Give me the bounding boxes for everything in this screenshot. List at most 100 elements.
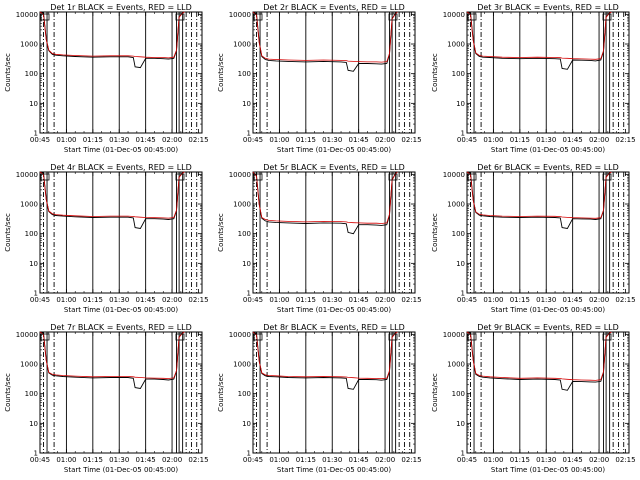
y-axis-label: Counts/sec bbox=[4, 53, 12, 92]
y-axis-label: Counts/sec bbox=[217, 373, 225, 412]
chart-panel: Det 2r BLACK = Events, RED = LLD Counts/s… bbox=[217, 3, 422, 154]
y-tick-label: 10 bbox=[242, 100, 251, 108]
saturation-marker bbox=[175, 333, 185, 341]
y-tick-label: 1000 bbox=[447, 41, 465, 49]
x-tick-label: 01:00 bbox=[269, 136, 289, 144]
x-tick-label: 02:00 bbox=[375, 456, 395, 464]
x-axis-label: Start Time (01-Dec-05 00:45:00) bbox=[64, 146, 178, 154]
chart-panel: Det 7r BLACK = Events, RED = LLD Counts/s… bbox=[4, 323, 209, 474]
plot-frame bbox=[39, 11, 203, 134]
y-tick-label: 10000 bbox=[16, 11, 38, 19]
chart-panel: Det 1r BLACK = Events, RED = LLD Counts/s… bbox=[4, 3, 209, 154]
x-axis-label: Start Time (01-Dec-05 00:45:00) bbox=[277, 466, 391, 474]
chart-title: Det 2r BLACK = Events, RED = LLD bbox=[263, 3, 405, 12]
y-tick-label: 10 bbox=[456, 260, 465, 268]
x-tick-label: 02:15 bbox=[401, 296, 421, 304]
y-tick-label: 10 bbox=[29, 420, 38, 428]
lld-series-line bbox=[252, 11, 398, 63]
x-tick-label: 01:15 bbox=[296, 136, 316, 144]
x-tick-label: 01:30 bbox=[322, 456, 342, 464]
x-axis-label: Start Time (01-Dec-05 00:45:00) bbox=[277, 146, 391, 154]
x-tick-label: 01:30 bbox=[322, 296, 342, 304]
x-tick-label: 00:45 bbox=[457, 456, 477, 464]
y-tick-label: 1 bbox=[34, 290, 38, 298]
x-tick-label: 00:45 bbox=[30, 296, 50, 304]
y-tick-label: 100 bbox=[452, 390, 465, 398]
events-series-line bbox=[39, 11, 185, 69]
x-tick-label: 00:45 bbox=[30, 456, 50, 464]
x-tick-label: 00:45 bbox=[243, 296, 263, 304]
saturation-marker bbox=[602, 13, 612, 21]
saturation-marker bbox=[467, 333, 477, 341]
x-tick-label: 02:15 bbox=[188, 136, 208, 144]
x-tick-label: 01:45 bbox=[563, 456, 583, 464]
x-tick-label: 00:45 bbox=[243, 456, 263, 464]
y-tick-label: 10 bbox=[456, 420, 465, 428]
y-tick-label: 1 bbox=[34, 130, 38, 138]
events-series-line bbox=[466, 331, 612, 391]
plot-frame bbox=[466, 331, 630, 454]
events-series-line bbox=[39, 331, 185, 389]
plot-frame bbox=[466, 171, 630, 294]
y-tick-label: 10 bbox=[29, 100, 38, 108]
chart-panel: Det 3r BLACK = Events, RED = LLD Counts/s… bbox=[431, 3, 636, 154]
y-tick-label: 1000 bbox=[233, 361, 251, 369]
x-tick-label: 01:45 bbox=[349, 296, 369, 304]
x-axis-label: Start Time (01-Dec-05 00:45:00) bbox=[64, 306, 178, 314]
saturation-marker bbox=[602, 173, 612, 181]
x-tick-label: 01:00 bbox=[56, 136, 76, 144]
plot-frame bbox=[39, 171, 203, 294]
x-tick-label: 02:15 bbox=[188, 456, 208, 464]
x-tick-label: 01:15 bbox=[510, 456, 530, 464]
chart-panel: Det 4r BLACK = Events, RED = LLD Counts/s… bbox=[4, 163, 209, 314]
x-tick-label: 01:45 bbox=[349, 456, 369, 464]
x-tick-label: 02:15 bbox=[615, 296, 635, 304]
y-tick-label: 1 bbox=[34, 450, 38, 458]
x-tick-label: 01:30 bbox=[109, 136, 129, 144]
y-axis-label: Counts/sec bbox=[217, 53, 225, 92]
x-tick-label: 02:00 bbox=[162, 296, 182, 304]
x-tick-label: 01:00 bbox=[269, 456, 289, 464]
x-tick-label: 00:45 bbox=[243, 136, 263, 144]
y-tick-label: 10 bbox=[456, 100, 465, 108]
x-tick-label: 02:00 bbox=[375, 136, 395, 144]
saturation-marker bbox=[175, 13, 185, 21]
x-tick-label: 01:45 bbox=[563, 296, 583, 304]
plot-frame bbox=[252, 171, 416, 294]
chart-title: Det 6r BLACK = Events, RED = LLD bbox=[477, 163, 619, 172]
y-tick-label: 1000 bbox=[447, 201, 465, 209]
y-tick-label: 100 bbox=[452, 230, 465, 238]
y-tick-label: 1 bbox=[461, 450, 465, 458]
x-tick-label: 02:15 bbox=[615, 456, 635, 464]
lld-series-line bbox=[252, 331, 398, 380]
y-tick-label: 1 bbox=[247, 450, 251, 458]
y-tick-label: 1 bbox=[247, 130, 251, 138]
x-tick-label: 01:15 bbox=[296, 296, 316, 304]
chart-panel: Det 9r BLACK = Events, RED = LLD Counts/s… bbox=[431, 323, 636, 474]
x-tick-label: 00:45 bbox=[457, 296, 477, 304]
y-tick-label: 10 bbox=[242, 420, 251, 428]
chart-title: Det 5r BLACK = Events, RED = LLD bbox=[263, 163, 405, 172]
chart-title: Det 7r BLACK = Events, RED = LLD bbox=[50, 323, 192, 332]
y-tick-label: 100 bbox=[238, 230, 251, 238]
saturation-marker bbox=[253, 333, 263, 341]
events-series-line bbox=[466, 11, 612, 70]
x-tick-label: 01:45 bbox=[349, 136, 369, 144]
y-tick-label: 1000 bbox=[233, 41, 251, 49]
saturation-marker bbox=[40, 173, 50, 181]
y-tick-label: 1000 bbox=[20, 201, 38, 209]
x-tick-label: 01:45 bbox=[136, 136, 156, 144]
lld-series-line bbox=[252, 171, 398, 224]
y-tick-label: 100 bbox=[25, 230, 38, 238]
chart-title: Det 4r BLACK = Events, RED = LLD bbox=[50, 163, 192, 172]
y-tick-label: 1000 bbox=[20, 41, 38, 49]
chart-title: Det 9r BLACK = Events, RED = LLD bbox=[477, 323, 619, 332]
x-tick-label: 01:45 bbox=[563, 136, 583, 144]
y-tick-label: 10000 bbox=[443, 171, 465, 179]
y-tick-label: 100 bbox=[25, 390, 38, 398]
y-tick-label: 1 bbox=[247, 290, 251, 298]
x-tick-label: 02:00 bbox=[162, 136, 182, 144]
y-tick-label: 100 bbox=[238, 390, 251, 398]
x-tick-label: 02:15 bbox=[401, 456, 421, 464]
